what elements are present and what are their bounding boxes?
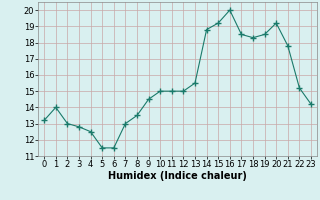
X-axis label: Humidex (Indice chaleur): Humidex (Indice chaleur) (108, 171, 247, 181)
